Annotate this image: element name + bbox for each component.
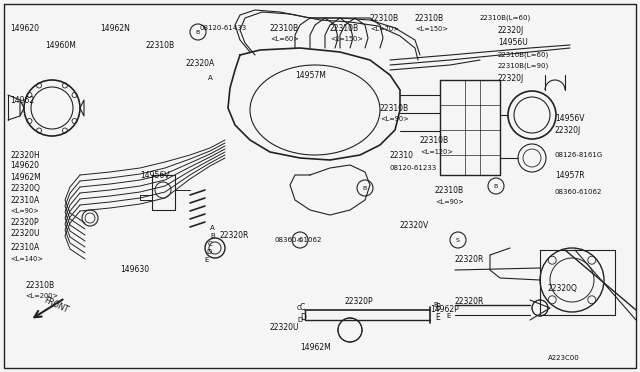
- Text: A: A: [208, 75, 212, 81]
- Text: 22310B(L=90): 22310B(L=90): [498, 63, 549, 69]
- Text: 14960M: 14960M: [45, 41, 76, 49]
- Text: 22310B(L=60): 22310B(L=60): [498, 52, 549, 58]
- Text: <L=90>: <L=90>: [380, 116, 409, 122]
- Text: C: C: [208, 241, 212, 247]
- Text: 22320P: 22320P: [345, 298, 374, 307]
- Text: 22310B: 22310B: [270, 23, 299, 32]
- Text: FRONT: FRONT: [42, 295, 69, 315]
- Text: 22310B: 22310B: [415, 13, 444, 22]
- Text: 22320J: 22320J: [498, 74, 524, 83]
- Text: 22310B: 22310B: [145, 41, 174, 49]
- Text: 14957R: 14957R: [555, 170, 584, 180]
- Text: D: D: [206, 249, 211, 255]
- Text: 14956V: 14956V: [140, 170, 170, 180]
- Text: 22310B: 22310B: [25, 280, 54, 289]
- Text: 22310B: 22310B: [370, 13, 399, 22]
- Text: 08120-61433: 08120-61433: [200, 25, 247, 31]
- Text: 14962M: 14962M: [10, 173, 41, 182]
- Text: E: E: [435, 314, 440, 323]
- Text: <L=140>: <L=140>: [10, 256, 43, 262]
- Text: 22320V: 22320V: [400, 221, 429, 230]
- Text: E: E: [446, 313, 451, 319]
- Text: 22310B: 22310B: [420, 135, 449, 144]
- Text: D: D: [300, 314, 306, 323]
- Text: 22310A: 22310A: [10, 244, 39, 253]
- Text: 22320J: 22320J: [555, 125, 581, 135]
- Text: C: C: [300, 302, 305, 311]
- Text: 22310A: 22310A: [10, 196, 39, 205]
- Circle shape: [532, 300, 548, 316]
- Text: 22320R: 22320R: [220, 231, 250, 240]
- Text: A223C00: A223C00: [548, 355, 580, 361]
- Text: S: S: [298, 237, 302, 243]
- Text: 149620: 149620: [10, 23, 39, 32]
- Text: 14962P: 14962P: [430, 305, 459, 314]
- Text: 149620: 149620: [10, 160, 39, 170]
- Text: 22320U: 22320U: [270, 324, 300, 333]
- Text: B: B: [435, 302, 440, 311]
- Text: 149630: 149630: [120, 266, 149, 275]
- Text: 14962M: 14962M: [300, 343, 331, 353]
- Text: 22310B: 22310B: [435, 186, 464, 195]
- Text: B: B: [210, 233, 215, 239]
- Text: <L=90>: <L=90>: [10, 208, 39, 214]
- Text: 22320P: 22320P: [10, 218, 38, 227]
- Text: 14962: 14962: [10, 96, 34, 105]
- Text: 08360-61062: 08360-61062: [275, 237, 323, 243]
- Text: 22310: 22310: [390, 151, 414, 160]
- Text: <L=150>: <L=150>: [415, 26, 448, 32]
- Text: A: A: [210, 225, 215, 231]
- Text: <L=120>: <L=120>: [420, 149, 453, 155]
- Text: 22320J: 22320J: [498, 26, 524, 35]
- Text: B: B: [433, 302, 438, 308]
- Text: 22320H: 22320H: [10, 151, 40, 160]
- Text: 14962N: 14962N: [100, 23, 130, 32]
- Text: 22310B(L=60): 22310B(L=60): [480, 15, 531, 21]
- Text: B: B: [494, 183, 498, 189]
- Text: <L=150>: <L=150>: [330, 36, 363, 42]
- Text: 08360-61062: 08360-61062: [555, 189, 602, 195]
- Text: 08120-61233: 08120-61233: [390, 165, 437, 171]
- Text: <L=200>: <L=200>: [25, 293, 58, 299]
- Text: 14956U: 14956U: [498, 38, 528, 46]
- Text: 22320R: 22320R: [455, 256, 484, 264]
- Text: 22320Q: 22320Q: [548, 283, 578, 292]
- Text: 08126-8161G: 08126-8161G: [555, 152, 604, 158]
- Text: 14957M: 14957M: [295, 71, 326, 80]
- Text: 22320R: 22320R: [455, 298, 484, 307]
- Text: 22320A: 22320A: [185, 58, 214, 67]
- Text: S: S: [456, 237, 460, 243]
- Text: <L=60>: <L=60>: [270, 36, 299, 42]
- Text: 14956V: 14956V: [555, 113, 584, 122]
- Circle shape: [338, 318, 362, 342]
- Text: 22320U: 22320U: [10, 228, 40, 237]
- Text: <L=90>: <L=90>: [435, 199, 464, 205]
- Text: E: E: [204, 257, 209, 263]
- Text: 22310B: 22310B: [330, 23, 359, 32]
- Text: C: C: [297, 305, 301, 311]
- Text: 22310B: 22310B: [380, 103, 409, 112]
- Text: D: D: [297, 317, 302, 323]
- Text: B: B: [363, 186, 367, 190]
- Text: <L=70>: <L=70>: [370, 26, 399, 32]
- Text: B: B: [196, 29, 200, 35]
- Text: 22320Q: 22320Q: [10, 183, 40, 192]
